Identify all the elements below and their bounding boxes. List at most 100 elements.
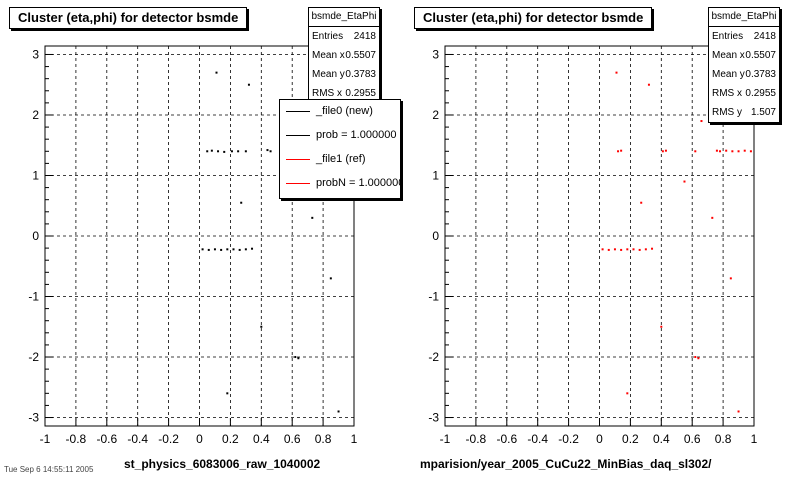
legend-label: _file0 (new) (316, 105, 373, 117)
stats-label: Mean y (312, 69, 345, 80)
histogram-title: Cluster (eta,phi) for detector bsmde (9, 7, 248, 29)
data-point (626, 392, 629, 395)
x-tick-label: 1 (751, 432, 758, 446)
x-tick-label: -0.8 (66, 432, 87, 446)
stats-value: 0.3783 (745, 69, 776, 80)
stats-box[interactable]: bsmde_EtaPhi Entries 2418 Mean x 0.5507 Me… (308, 7, 380, 104)
legend-line (286, 159, 310, 160)
stats-value: 0.5507 (745, 50, 776, 61)
x-tick-label: -0.2 (158, 432, 179, 446)
data-point (651, 247, 654, 250)
data-point (266, 149, 269, 152)
stats-row: RMS x 0.2955 (309, 84, 379, 103)
x-tick-label: -0.8 (466, 432, 487, 446)
data-point (213, 248, 216, 251)
y-tick-label: 2 (432, 108, 439, 122)
data-point (251, 247, 254, 250)
x-tick-label: -0.6 (496, 432, 517, 446)
data-point (220, 248, 223, 251)
stats-row: Entries 2418 (709, 27, 779, 46)
x-tick-label: 0.4 (653, 432, 670, 446)
data-point (615, 71, 618, 74)
data-point (260, 325, 263, 328)
data-point (725, 149, 728, 152)
data-point (697, 357, 700, 360)
x-tick-label: -0.6 (96, 432, 117, 446)
data-point (230, 150, 233, 153)
stats-name: bsmde_EtaPhi (309, 8, 379, 27)
stats-label: RMS x (312, 88, 342, 99)
data-point (729, 277, 732, 280)
legend-entry-ref: _file1 (ref) (280, 148, 400, 172)
x-tick-label: 0.8 (315, 432, 332, 446)
data-point (737, 410, 740, 413)
data-point (601, 248, 604, 251)
x-tick-label: -1 (40, 432, 51, 446)
data-point (237, 150, 240, 153)
x-tick-label: -0.4 (527, 432, 548, 446)
data-point (694, 356, 697, 359)
stats-label: Entries (312, 31, 344, 42)
stats-row: RMS y 1.507 (709, 103, 779, 122)
x-tick-label: 0.8 (715, 432, 732, 446)
y-tick-label: 3 (32, 47, 39, 61)
legend-label: _file1 (ref) (316, 153, 366, 165)
stats-label: RMS x (712, 88, 742, 99)
stats-row: Mean x 0.5507 (309, 46, 379, 65)
stats-row: RMS x 0.2955 (709, 84, 779, 103)
x-tick-label: 0 (196, 432, 203, 446)
data-point (743, 149, 746, 152)
data-point (683, 180, 686, 183)
data-point (664, 149, 667, 152)
data-point (217, 150, 220, 153)
data-point (223, 150, 226, 153)
y-tick-label: -1 (28, 290, 39, 304)
x-axis-title: st_physics_6083006_raw_1040002 (124, 457, 321, 471)
data-point (638, 248, 641, 251)
stats-value: 0.2955 (745, 88, 776, 99)
stats-label: Mean x (312, 50, 345, 61)
data-point (206, 150, 209, 153)
data-point (700, 120, 703, 123)
data-point (337, 410, 340, 413)
stats-row: Entries 2418 (309, 27, 379, 46)
data-point (244, 150, 247, 153)
y-tick-label: -3 (428, 411, 439, 425)
y-tick-label: 0 (432, 229, 439, 243)
data-point (269, 150, 272, 153)
data-point (731, 150, 734, 153)
data-point (644, 248, 647, 251)
data-point (640, 201, 643, 204)
x-axis-title: mparision/year_2005_CuCu22_MinBias_daq_s… (420, 457, 712, 471)
timestamp-footer: Tue Sep 6 14:55:11 2005 (4, 465, 94, 474)
legend-label: probN = 1.000000 (316, 177, 401, 189)
y-tick-label: 0 (32, 229, 39, 243)
y-tick-label: -3 (28, 411, 39, 425)
stats-value: 2418 (753, 31, 776, 42)
x-tick-label: 0 (596, 432, 603, 446)
y-tick-label: 1 (32, 168, 39, 182)
legend-line (286, 135, 310, 136)
data-point (737, 150, 740, 153)
data-point (613, 248, 616, 251)
legend-entry-probn: probN = 1.000000 (280, 172, 400, 196)
stats-label: Mean x (712, 50, 745, 61)
y-tick-label: 1 (432, 168, 439, 182)
legend[interactable]: _file0 (new) prob = 1.000000 _file1 (ref… (279, 99, 401, 199)
histogram-title: Cluster (eta,phi) for detector bsmde (414, 7, 653, 29)
data-point (617, 150, 620, 153)
data-point (711, 216, 714, 219)
data-point (238, 248, 241, 251)
stats-value: 1.507 (750, 107, 776, 118)
stats-box[interactable]: bsmde_EtaPhi Entries 2418 Mean x 0.5507 Me… (708, 7, 780, 123)
x-tick-label: 0.6 (684, 432, 701, 446)
y-tick-label: -2 (28, 350, 39, 364)
data-point (694, 150, 697, 153)
y-tick-label: -2 (428, 350, 439, 364)
data-point (297, 357, 300, 360)
stats-label: RMS y (712, 107, 742, 118)
data-point (329, 277, 332, 280)
data-point (749, 150, 752, 153)
x-tick-label: 0.6 (284, 432, 301, 446)
x-tick-label: -0.4 (127, 432, 148, 446)
